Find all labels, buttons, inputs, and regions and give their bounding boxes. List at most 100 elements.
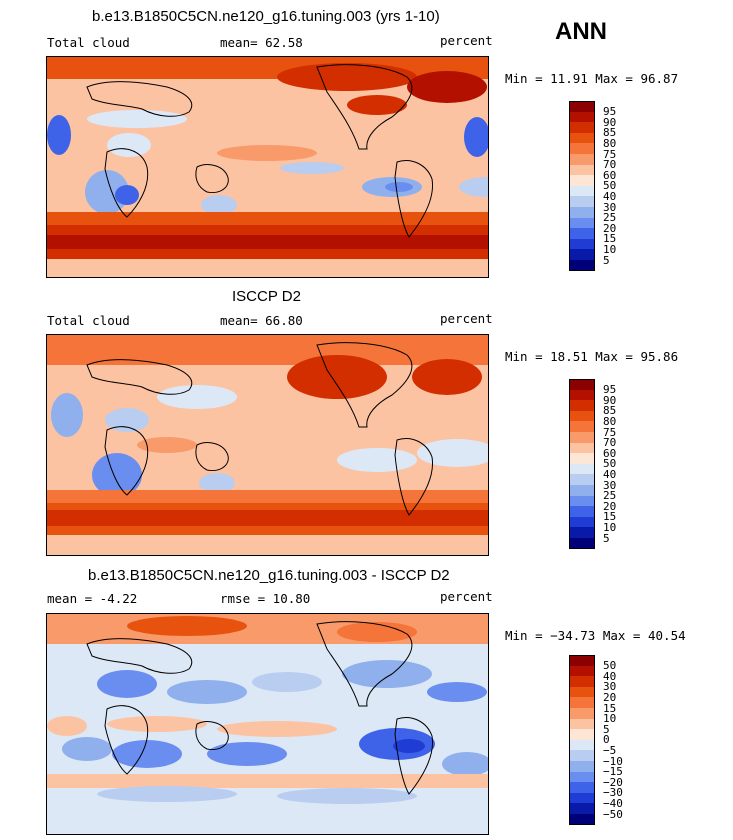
panel-2-colorbar-swatch [569,442,595,454]
panel-3-colorbar-frame [569,655,595,825]
panel-2-units-label: percent [440,311,493,326]
panel-1-colorbar-tick-label: 70 [603,158,617,172]
panel-2-colorbar-swatch [569,485,595,497]
panel-1-colorbar-tick-label: 10 [603,242,617,256]
panel-3-colorbar-swatch [569,676,595,688]
panel-2-colorbar-swatch [569,421,595,433]
panel-3-colorbar-swatch [569,665,595,677]
panel-2-field [47,335,488,555]
panel-1-colorbar-swatch [569,175,595,187]
panel-3-colorbar-tick-label: −30 [603,786,623,800]
panel-2-mean-label: mean= 66.80 [220,313,303,328]
panel-2-colorbar-swatch [569,495,595,507]
panel-1-colorbar-tick-label: 50 [603,179,617,193]
panel-2-colorbar-tick-label: 85 [603,404,617,418]
panel-3-colorbar-swatch [569,655,595,667]
panel-1-colorbar-tick-label: 5 [603,253,610,267]
panel-3-colorbar-swatch [569,729,595,741]
panel-3-mean-label: mean = -4.22 [47,591,138,606]
panel-2-colorbar-swatch [569,538,595,550]
panel-2-colorbar-tick-label: 75 [603,425,617,439]
panel-1-colorbar-tick-label: 90 [603,115,617,129]
panel-2-colorbar-frame [569,379,595,549]
panel-3-colorbar-tick-label: 10 [603,712,617,726]
panel-1-colorbar-swatch [569,132,595,144]
panel-3-colorbar-tick-label: 30 [603,680,617,694]
panel-3-colorbar-swatch [569,803,595,815]
panel-2-colorbar-tick-label: 95 [603,383,617,397]
panel-1-title: b.e13.B1850C5CN.ne120_g16.tuning.003 (yr… [92,8,440,25]
panel-2-variable-label: Total cloud [47,313,130,328]
panel-2-colorbar-swatch [569,506,595,518]
panel-3-units-label: percent [440,589,493,604]
panel-2-colorbar-tick-label: 15 [603,510,617,524]
panel-1-units-label: percent [440,33,493,48]
panel-3-colorbar-swatch [569,686,595,698]
panel-2-colorbar-tick-label: 50 [603,457,617,471]
panel-1-colorbar-tick-label: 80 [603,136,617,150]
panel-1-colorbar-swatch [569,238,595,250]
panel-3-colorbar-swatch [569,697,595,709]
season-label: ANN [555,18,607,45]
panel-2-colorbar-swatch [569,474,595,486]
panel-1-colorbar-swatch [569,122,595,134]
panel-3-colorbar-swatch [569,792,595,804]
panel-1-colorbar-swatch [569,196,595,208]
panel-3-field [47,614,488,834]
panel-1-colorbar-swatch [569,111,595,123]
panel-3-colorbar-tick-label: 40 [603,669,617,683]
panel-1-colorbar-swatch [569,217,595,229]
panel-2-colorbar-swatch [569,516,595,528]
panel-2-map [46,334,489,556]
panel-3-map [46,613,489,835]
panel-1-colorbar-tick-label: 30 [603,200,617,214]
panel-3-colorbar-tick-label: −5 [603,743,617,757]
panel-2-colorbar-tick-label: 5 [603,531,610,545]
panel-3-colorbar-swatch [569,718,595,730]
panel-1-colorbar-swatch [569,260,595,272]
panel-3-colorbar-tick-label: −50 [603,807,623,821]
panel-1-colorbar-tick-label: 15 [603,232,617,246]
panel-2-colorbar-swatch [569,463,595,475]
panel-2-colorbar-swatch [569,410,595,422]
panel-1-colorbar-swatch [569,228,595,240]
panel-1-colorbar-swatch [569,164,595,176]
panel-1-colorbar-tick-label: 85 [603,126,617,140]
panel-1-minmax: Min = 11.91 Max = 96.87 [505,71,679,86]
panel-2-colorbar-swatch [569,527,595,539]
panel-2-colorbar-swatch [569,432,595,444]
panel-2-title: ISCCP D2 [232,288,301,305]
panel-2-colorbar-tick-label: 70 [603,436,617,450]
panel-1-colorbar-frame [569,101,595,271]
panel-1-colorbar-tick-label: 40 [603,189,617,203]
panel-3-colorbar-tick-label: 15 [603,701,617,715]
panel-1-mean-label: mean= 62.58 [220,35,303,50]
panel-3-colorbar-swatch [569,761,595,773]
panel-3-minmax: Min = −34.73 Max = 40.54 [505,628,686,643]
panel-3-colorbar-swatch [569,750,595,762]
panel-3-colorbar-tick-label: −40 [603,796,623,810]
panel-1-colorbar-tick-label: 75 [603,147,617,161]
panel-3-colorbar-swatch [569,708,595,720]
panel-2-colorbar-tick-label: 20 [603,499,617,513]
panel-1-colorbar-swatch [569,143,595,155]
panel-2-colorbar-swatch [569,400,595,412]
panel-1-colorbar-tick-label: 25 [603,211,617,225]
panel-2-colorbar-swatch [569,389,595,401]
panel-3-colorbar-swatch [569,739,595,751]
panel-2-colorbar-tick-label: 80 [603,414,617,428]
panel-3-colorbar-tick-label: 20 [603,690,617,704]
panel-1-colorbar-swatch [569,249,595,261]
panel-1-colorbar-swatch [569,101,595,113]
panel-2-minmax: Min = 18.51 Max = 95.86 [505,349,679,364]
panel-3-colorbar-tick-label: 50 [603,659,617,673]
panel-1-variable-label: Total cloud [47,35,130,50]
panel-1-map [46,56,489,278]
panel-3-colorbar-swatch [569,771,595,783]
panel-1-colorbar-tick-label: 60 [603,168,617,182]
panel-1-colorbar-swatch [569,185,595,197]
panel-1-colorbar-swatch [569,154,595,166]
panel-2-colorbar-tick-label: 30 [603,478,617,492]
panel-1-field [47,57,488,277]
panel-2-colorbar-tick-label: 40 [603,467,617,481]
